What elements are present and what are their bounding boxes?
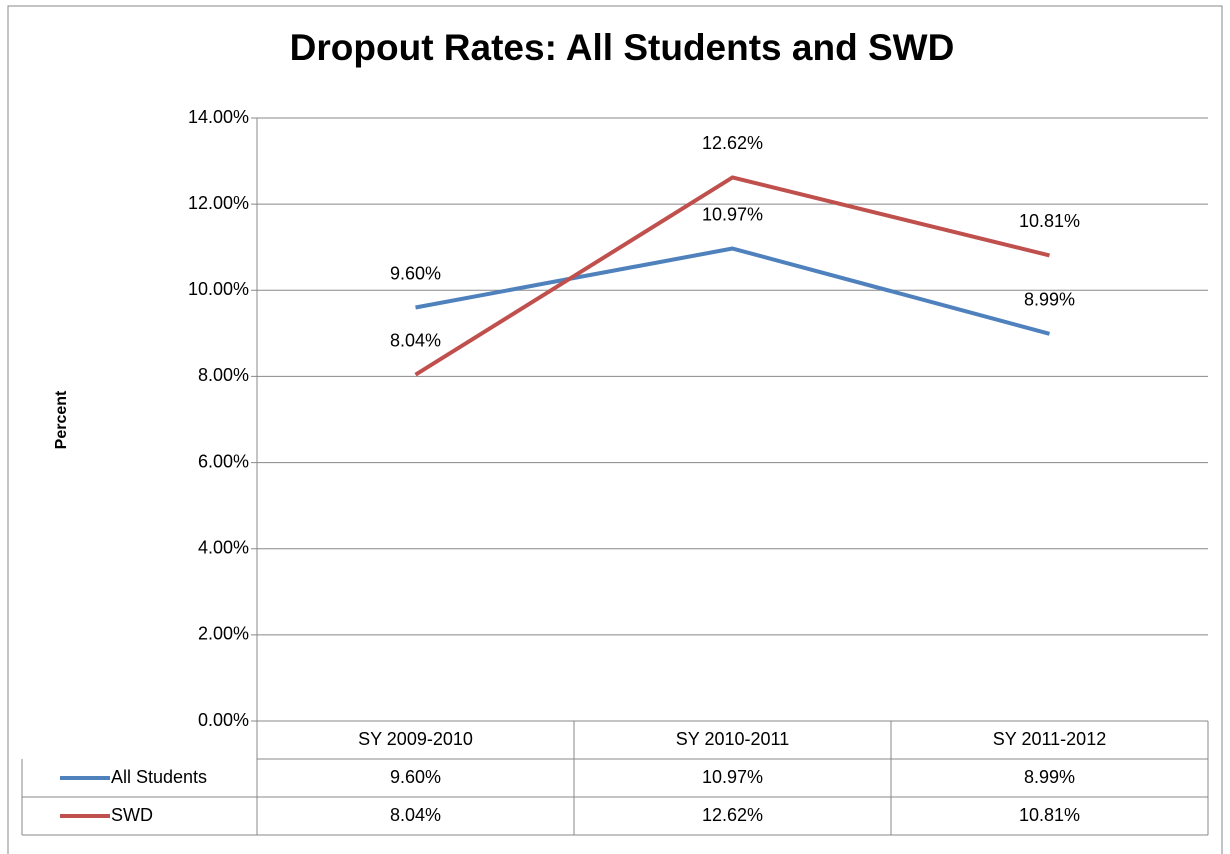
y-axis-label: Percent: [53, 390, 70, 449]
series-line: [414, 175, 1050, 377]
table-cell: 8.04%: [390, 805, 441, 825]
y-tick-label: 8.00%: [198, 365, 249, 385]
table-cell: 10.97%: [702, 767, 763, 787]
y-tick-label: 4.00%: [198, 537, 249, 557]
x-tick-label: SY 2009-2010: [358, 729, 473, 749]
y-tick-label: 14.00%: [188, 107, 249, 127]
table-cell: 8.99%: [1024, 767, 1075, 787]
legend-label: SWD: [111, 805, 153, 825]
chart-frame: [7, 5, 1223, 854]
data-label: 10.81%: [1019, 211, 1080, 231]
table-cell: 10.81%: [1019, 805, 1080, 825]
data-label: 8.99%: [1024, 290, 1075, 310]
y-tick-label: 2.00%: [198, 624, 249, 644]
table-cell: 12.62%: [702, 805, 763, 825]
data-label: 12.62%: [702, 133, 763, 153]
y-tick-label: 12.00%: [188, 193, 249, 213]
x-tick-label: SY 2010-2011: [676, 729, 789, 749]
series-line: [415, 246, 1051, 336]
chart-title: Dropout Rates: All Students and SWD: [290, 27, 955, 68]
legend-label: All Students: [111, 767, 207, 787]
data-label: 10.97%: [702, 204, 763, 224]
data-label: 8.04%: [390, 330, 441, 350]
table-cell: 9.60%: [390, 767, 441, 787]
data-label: 9.60%: [390, 263, 441, 283]
y-tick-label: 10.00%: [188, 279, 249, 299]
y-tick-label: 0.00%: [198, 710, 249, 730]
y-tick-label: 6.00%: [198, 451, 249, 471]
x-tick-label: SY 2011-2012: [993, 729, 1106, 749]
